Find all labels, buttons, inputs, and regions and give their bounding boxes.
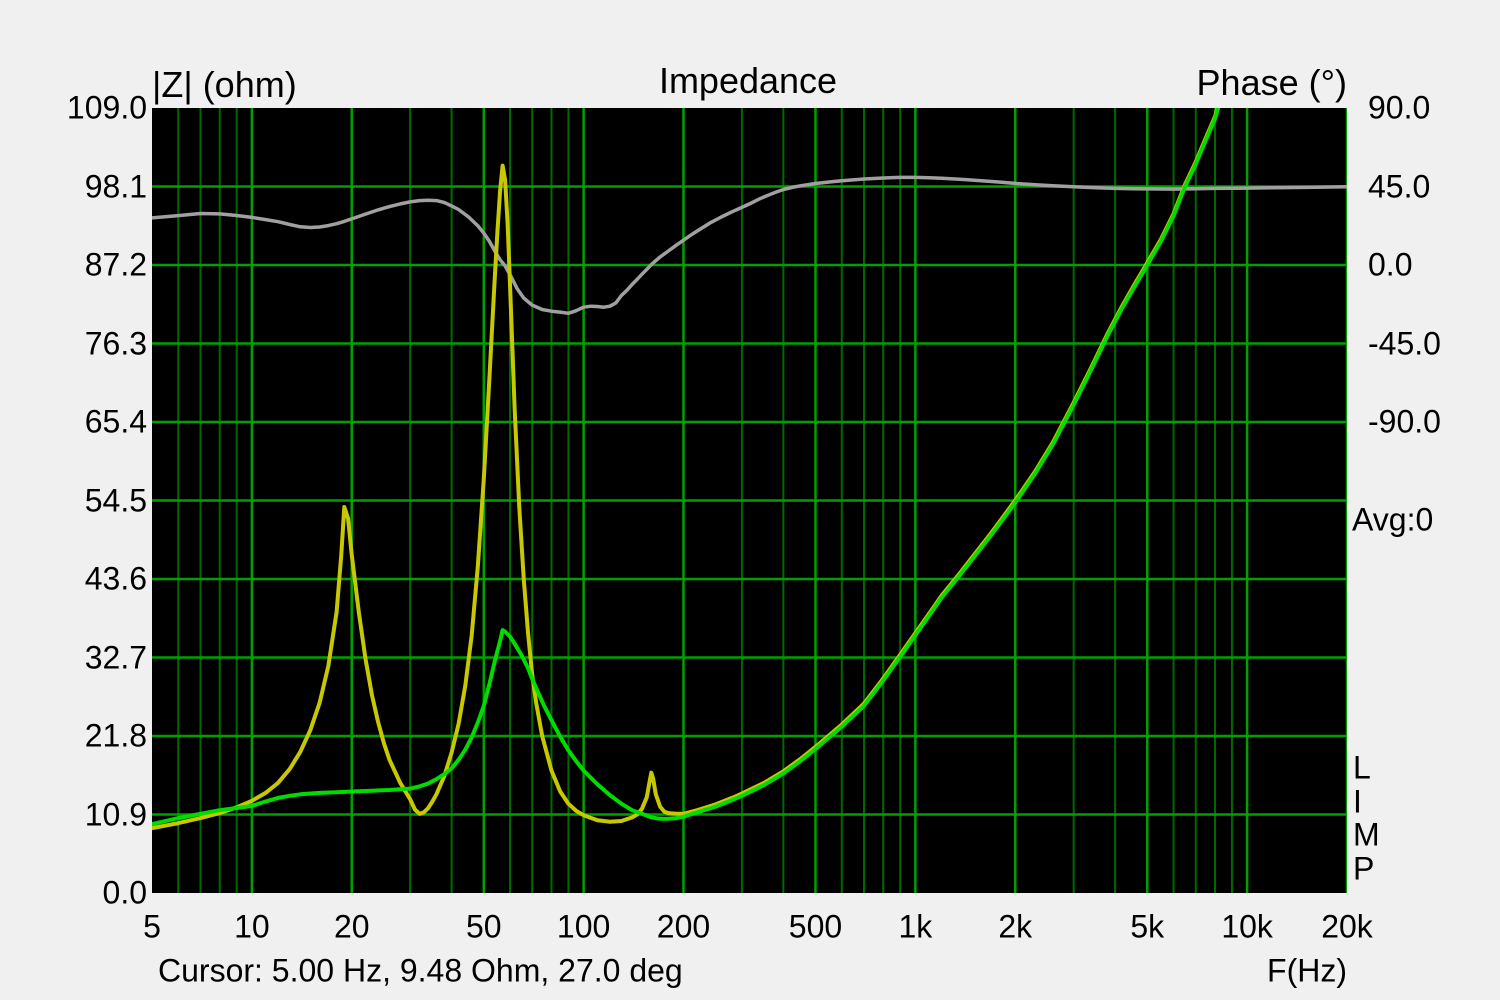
x-axis-tick-label: 500 bbox=[788, 908, 843, 945]
x-axis-tick-label: 20 bbox=[333, 908, 370, 945]
y-left-tick-label: 109.0 bbox=[66, 89, 147, 126]
x-axis-tick-label: 5 bbox=[143, 908, 161, 945]
curve-impedance-overlay bbox=[152, 108, 1220, 831]
left-axis-title: |Z| (ohm) bbox=[152, 64, 297, 105]
impedance-chart bbox=[152, 108, 1347, 893]
x-axis-tick-label: 10k bbox=[1221, 908, 1273, 945]
y-left-tick-label: 21.8 bbox=[84, 717, 147, 754]
plot-area[interactable] bbox=[152, 108, 1347, 893]
frequency-axis-label: F(Hz) bbox=[1267, 952, 1347, 989]
right-axis-title: Phase (°) bbox=[1196, 62, 1347, 103]
y-left-tick-label: 65.4 bbox=[84, 403, 147, 440]
y-left-tick-label: 76.3 bbox=[84, 325, 147, 361]
y-left-tick-label: 43.6 bbox=[84, 560, 147, 597]
x-axis-tick-label: 1k bbox=[898, 908, 933, 945]
x-axis-tick-label: 20k bbox=[1321, 908, 1373, 945]
mode-letter: P bbox=[1353, 850, 1375, 886]
mode-letter: L bbox=[1353, 749, 1371, 786]
cursor-readout: Cursor: 5.00 Hz, 9.48 Ohm, 27.0 deg bbox=[158, 952, 683, 989]
x-axis-tick-label: 200 bbox=[656, 908, 711, 945]
y-right-tick-label: 0.0 bbox=[1368, 246, 1413, 283]
curve-phase bbox=[152, 175, 1347, 316]
y-right-tick-label: 90.0 bbox=[1368, 89, 1431, 126]
y-right-tick-label: -45.0 bbox=[1368, 325, 1441, 361]
chart-title: Impedance bbox=[658, 60, 838, 101]
x-axis-tick-label: 5k bbox=[1130, 908, 1165, 945]
x-axis-tick-label: 100 bbox=[556, 908, 611, 945]
x-axis-tick-label: 10 bbox=[234, 908, 270, 945]
y-right-tick-label: -90.0 bbox=[1368, 403, 1441, 440]
y-left-tick-label: 87.2 bbox=[84, 246, 147, 283]
y-left-tick-label: 0.0 bbox=[102, 874, 147, 911]
y-left-tick-label: 54.5 bbox=[84, 482, 147, 518]
mode-letter: M bbox=[1353, 816, 1380, 853]
mode-letter: I bbox=[1353, 783, 1362, 819]
curve-impedance-main bbox=[152, 108, 1221, 827]
x-axis-tick-label: 50 bbox=[465, 908, 502, 945]
y-left-tick-label: 98.1 bbox=[84, 168, 147, 204]
y-right-tick-label: 45.0 bbox=[1368, 168, 1431, 204]
x-axis-tick-label: 2k bbox=[998, 908, 1033, 945]
averaging-status: Avg:0 bbox=[1352, 501, 1434, 538]
y-left-tick-label: 10.9 bbox=[84, 796, 147, 832]
y-left-tick-label: 32.7 bbox=[84, 639, 147, 675]
